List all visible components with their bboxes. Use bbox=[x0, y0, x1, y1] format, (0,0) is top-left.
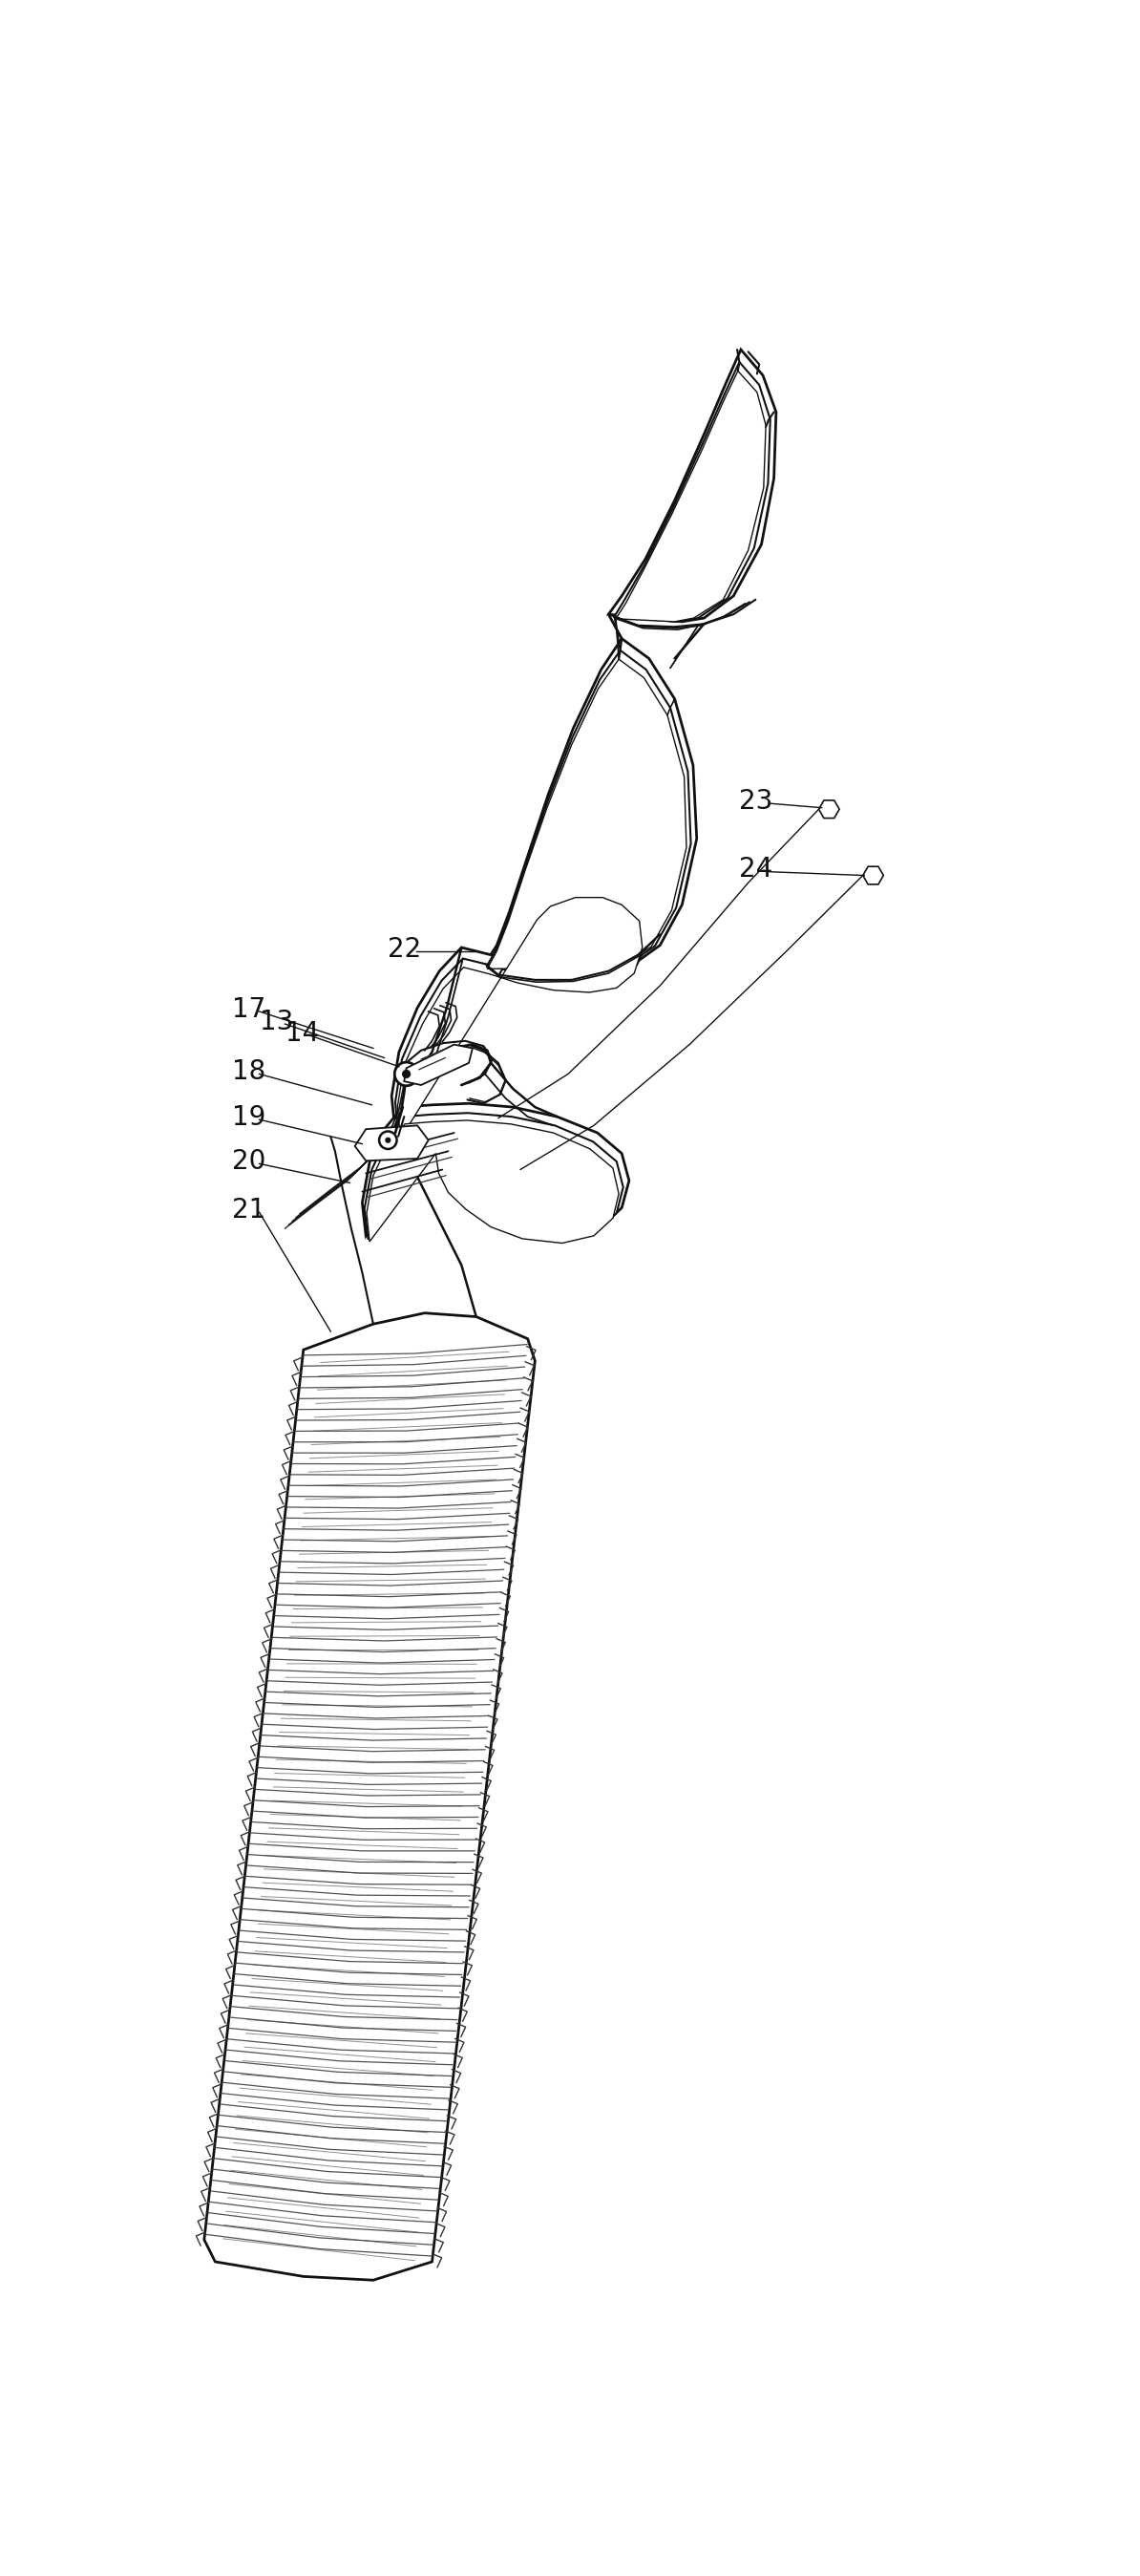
Polygon shape bbox=[487, 659, 686, 974]
Polygon shape bbox=[614, 363, 771, 621]
Polygon shape bbox=[819, 801, 839, 819]
Polygon shape bbox=[204, 1314, 535, 2280]
Circle shape bbox=[385, 1136, 391, 1144]
Text: 18: 18 bbox=[233, 1059, 266, 1084]
Polygon shape bbox=[355, 1126, 429, 1162]
Polygon shape bbox=[392, 881, 652, 1133]
Text: 22: 22 bbox=[388, 935, 422, 963]
Text: 24: 24 bbox=[740, 855, 773, 884]
Polygon shape bbox=[609, 350, 776, 621]
Circle shape bbox=[394, 1061, 418, 1084]
Text: 21: 21 bbox=[233, 1198, 266, 1224]
Polygon shape bbox=[405, 1046, 472, 1084]
Polygon shape bbox=[484, 639, 697, 976]
Polygon shape bbox=[616, 371, 766, 621]
Circle shape bbox=[402, 1069, 410, 1079]
Text: 20: 20 bbox=[233, 1149, 266, 1175]
Polygon shape bbox=[363, 1103, 629, 1236]
Polygon shape bbox=[398, 896, 642, 1139]
Polygon shape bbox=[396, 891, 646, 1136]
Text: 19: 19 bbox=[233, 1105, 266, 1131]
Polygon shape bbox=[367, 1121, 619, 1244]
Circle shape bbox=[380, 1131, 397, 1149]
Polygon shape bbox=[365, 1113, 624, 1239]
Text: 17: 17 bbox=[233, 997, 266, 1023]
Polygon shape bbox=[863, 866, 884, 884]
Polygon shape bbox=[487, 649, 691, 976]
Text: 13: 13 bbox=[259, 1007, 293, 1036]
Text: 23: 23 bbox=[740, 788, 773, 814]
Text: 14: 14 bbox=[285, 1020, 319, 1046]
